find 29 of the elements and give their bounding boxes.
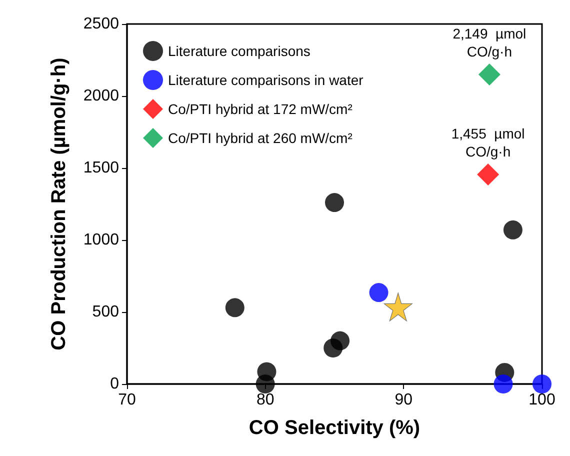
point bbox=[225, 298, 244, 318]
point bbox=[478, 64, 500, 86]
point bbox=[532, 374, 552, 394]
x-axis-title: CO Selectivity (%) bbox=[248, 417, 420, 439]
annotation: 1,455 µmol CO/g·h bbox=[451, 125, 525, 160]
y-tick-label: 0 bbox=[110, 376, 120, 392]
y-tick-label: 1500 bbox=[83, 160, 120, 176]
y-tick-label: 2000 bbox=[83, 88, 120, 104]
annotation: 2,149 µmol CO/g·h bbox=[452, 26, 526, 60]
x-tick-label: 80 bbox=[256, 392, 274, 408]
point bbox=[330, 331, 350, 350]
y-tick-label: 1000 bbox=[83, 232, 120, 248]
point bbox=[503, 220, 522, 240]
legend-label: Co/PTI hybrid at 260 mW/cm² bbox=[168, 130, 353, 146]
point bbox=[477, 163, 500, 186]
point bbox=[325, 193, 344, 212]
x-tick-label: 100 bbox=[528, 392, 556, 408]
legend-label: Literature comparisons bbox=[168, 43, 310, 59]
point bbox=[257, 362, 276, 382]
point bbox=[384, 292, 412, 322]
x-tick-label: 70 bbox=[118, 392, 136, 408]
legend-label: Co/PTI hybrid at 172 mW/cm² bbox=[168, 101, 353, 117]
point bbox=[369, 283, 388, 302]
legend-label: Literature comparisons in water bbox=[168, 72, 364, 88]
y-axis-title: CO Production Rate (µmol/g·h) bbox=[48, 58, 70, 350]
y-tick-label: 2500 bbox=[83, 16, 120, 32]
x-tick-label: 90 bbox=[394, 392, 413, 408]
y-tick-label: 500 bbox=[92, 304, 120, 320]
point bbox=[494, 374, 513, 394]
